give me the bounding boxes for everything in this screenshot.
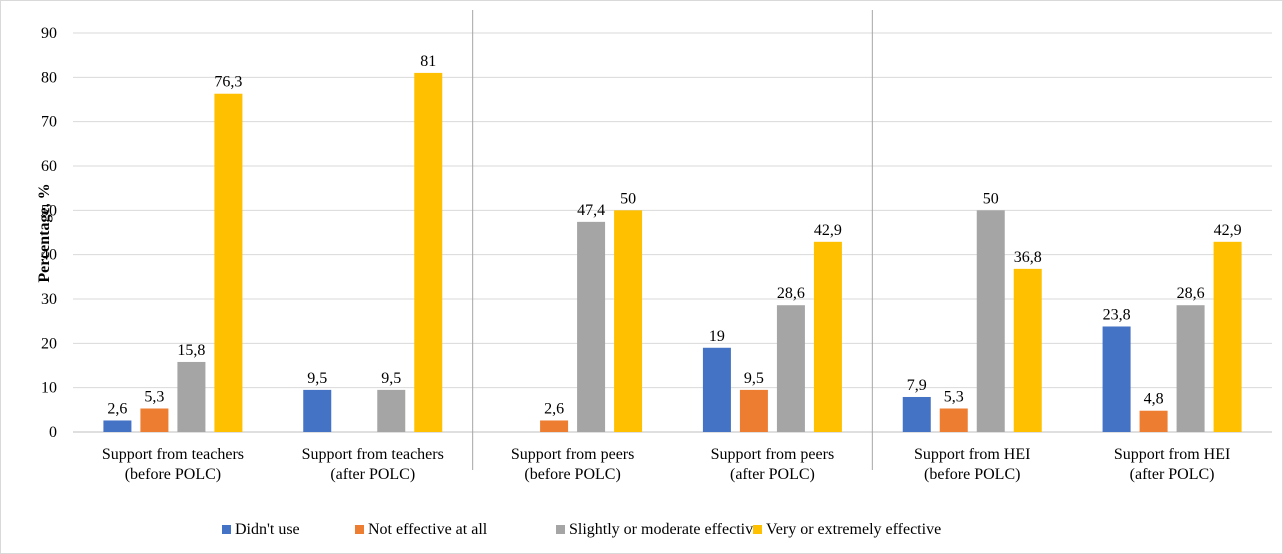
gridlines <box>73 32 1272 433</box>
x-tick-label: (before POLC) <box>524 466 620 483</box>
bar <box>776 305 805 432</box>
bar <box>702 347 731 432</box>
data-label: 50 <box>983 190 999 207</box>
bar <box>614 210 643 432</box>
data-label: 28,6 <box>1177 285 1205 302</box>
x-tick-label: (before POLC) <box>125 466 221 483</box>
y-tick-label: 40 <box>41 247 57 264</box>
bar <box>1213 241 1242 432</box>
y-tick-label: 20 <box>41 335 57 352</box>
data-label: 9,5 <box>744 370 764 387</box>
data-label: 36,8 <box>1014 249 1042 266</box>
bar <box>1176 305 1205 432</box>
data-label: 50 <box>620 190 636 207</box>
x-tick-label: (after POLC) <box>730 466 815 483</box>
x-axis: Support from teachers (before POLC) Suppor… <box>102 446 1230 483</box>
bar <box>813 241 842 432</box>
bar <box>1102 326 1131 432</box>
x-tick-label: Support from teachers <box>102 446 244 463</box>
bar <box>739 389 768 432</box>
data-label: 9,5 <box>307 370 327 387</box>
bar <box>939 408 968 432</box>
data-label: 7,9 <box>907 377 927 394</box>
x-tick-label: (before POLC) <box>924 466 1020 483</box>
legend-swatch <box>355 525 364 534</box>
data-label: 81 <box>420 53 436 70</box>
legend: Didn't use Not effective at all Slightly o… <box>222 521 941 538</box>
bar <box>140 408 169 432</box>
y-axis-title: Percentage, % <box>36 183 53 282</box>
bar <box>902 396 931 432</box>
data-label: 5,3 <box>944 389 964 406</box>
data-label: 47,4 <box>577 202 605 219</box>
x-tick-label: (after POLC) <box>1130 466 1215 483</box>
y-tick-label: 10 <box>41 380 57 397</box>
data-label: 23,8 <box>1103 306 1131 323</box>
bar <box>377 389 406 432</box>
y-tick-label: 90 <box>41 25 57 42</box>
data-label: 42,9 <box>814 222 842 239</box>
bar <box>976 210 1005 432</box>
legend-label: Didn't use <box>235 521 300 538</box>
bar <box>1013 268 1042 432</box>
x-tick-label: Support from HEI <box>914 446 1030 463</box>
legend-swatch <box>556 525 565 534</box>
data-label: 15,8 <box>177 342 205 359</box>
y-tick-label: 50 <box>41 202 57 219</box>
bar <box>1139 410 1168 432</box>
x-tick-label: Support from teachers <box>302 446 444 463</box>
data-label: 19 <box>709 328 725 345</box>
data-label: 2,6 <box>544 400 564 417</box>
group-separators <box>472 10 873 470</box>
bar <box>214 93 243 432</box>
x-tick-label: Support from peers <box>511 446 635 463</box>
data-label: 9,5 <box>381 370 401 387</box>
y-tick-label: 60 <box>41 158 57 175</box>
bar <box>540 420 569 432</box>
y-axis: 0 10 20 30 40 50 60 70 80 90 <box>41 25 57 441</box>
bar <box>414 72 443 433</box>
bar <box>177 361 206 432</box>
data-label: 28,6 <box>777 285 805 302</box>
data-labels: 2,6 5,3 15,8 76,3 9,5 9,5 81 2,6 47,4 50 19 9,5 28,6… <box>107 53 1241 418</box>
bar <box>577 221 606 432</box>
legend-swatch <box>753 525 762 534</box>
bar <box>303 389 332 432</box>
legend-label: Not effective at all <box>368 521 488 538</box>
y-tick-label: 0 <box>49 424 57 441</box>
data-label: 4,8 <box>1144 391 1164 408</box>
x-tick-label: (after POLC) <box>330 466 415 483</box>
y-tick-label: 30 <box>41 291 57 308</box>
bars <box>103 72 1242 433</box>
data-label: 76,3 <box>214 74 242 91</box>
data-label: 2,6 <box>107 400 127 417</box>
x-tick-label: Support from HEI <box>1114 446 1230 463</box>
y-tick-label: 70 <box>41 114 57 131</box>
legend-label: Slightly or moderate effective <box>569 521 760 538</box>
x-tick-label: Support from peers <box>711 446 835 463</box>
y-tick-label: 80 <box>41 69 57 86</box>
legend-swatch <box>222 525 231 534</box>
legend-label: Very or extremely effective <box>766 521 941 538</box>
data-label: 42,9 <box>1214 222 1242 239</box>
data-label: 5,3 <box>144 389 164 406</box>
bar <box>103 420 132 432</box>
